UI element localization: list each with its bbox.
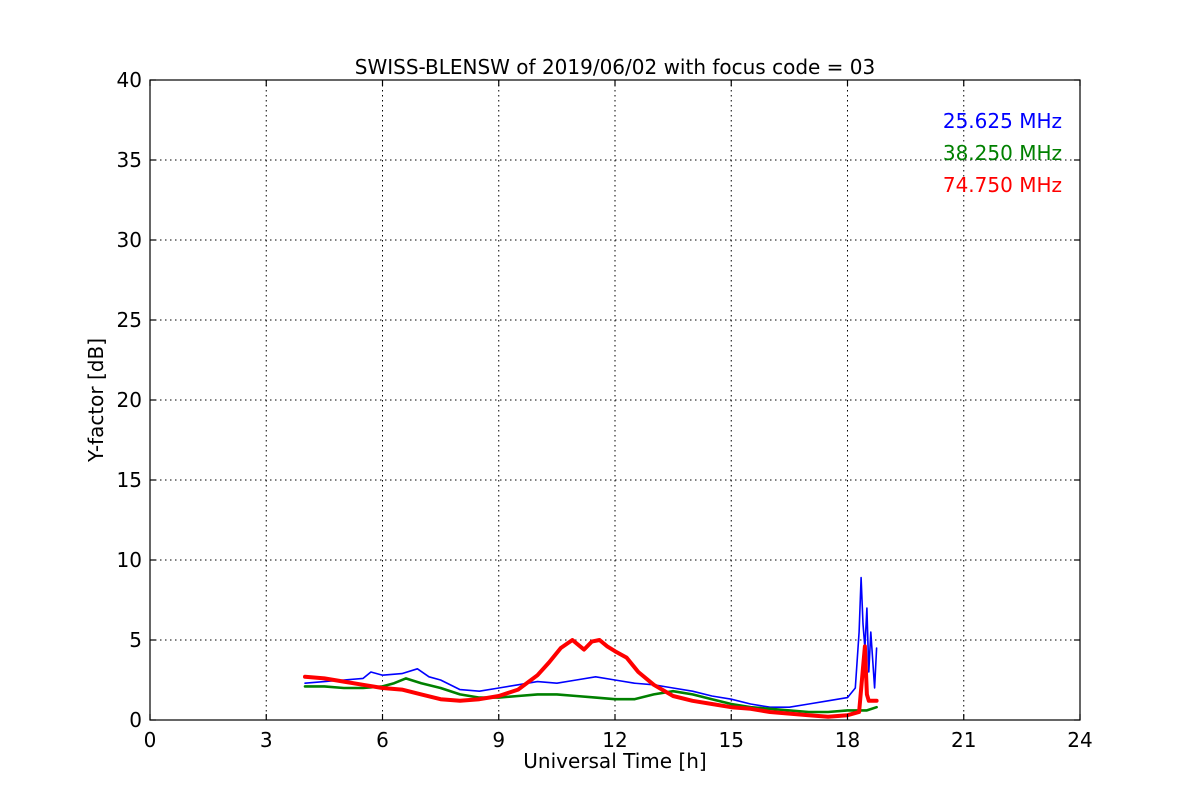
y-tick-label: 25	[117, 308, 142, 332]
y-tick-label: 20	[117, 388, 142, 412]
y-tick-label: 35	[117, 148, 142, 172]
series-line-2	[303, 677, 878, 714]
chart-title: SWISS-BLENSW of 2019/06/02 with focus co…	[355, 55, 876, 79]
x-tick-label: 6	[376, 728, 389, 752]
legend-label-1: 25.625 MHz	[943, 109, 1062, 133]
legend-label-2: 38.250 MHz	[943, 141, 1062, 165]
y-tick-labels: 0 5 10 15 20 25 30 35 40	[117, 68, 142, 732]
x-tick-label: 9	[492, 728, 505, 752]
y-axis-label: Y-factor [dB]	[84, 338, 108, 463]
y-tick-label: 40	[117, 68, 142, 92]
x-tick-label: 15	[719, 728, 744, 752]
legend: 25.625 MHz 38.250 MHz 74.750 MHz	[943, 109, 1062, 197]
x-tick-label: 3	[260, 728, 273, 752]
x-tick-labels: 0 3 6 9 12 15 18 21 24	[144, 728, 1093, 752]
y-tick-label: 15	[117, 468, 142, 492]
x-tick-label: 12	[602, 728, 627, 752]
y-tick-label: 0	[129, 708, 142, 732]
grid	[150, 80, 1080, 720]
x-axis-label: Universal Time [h]	[523, 749, 706, 773]
y-tick-label: 30	[117, 228, 142, 252]
series-layer	[303, 576, 879, 719]
x-tick-label: 21	[951, 728, 976, 752]
y-tick-label: 5	[129, 628, 142, 652]
ticks	[149, 79, 1081, 721]
legend-label-3: 74.750 MHz	[943, 173, 1062, 197]
x-tick-label: 0	[144, 728, 157, 752]
x-tick-label: 18	[835, 728, 860, 752]
series-line-3	[303, 638, 879, 719]
y-tick-label: 10	[117, 548, 142, 572]
x-tick-label: 24	[1067, 728, 1092, 752]
